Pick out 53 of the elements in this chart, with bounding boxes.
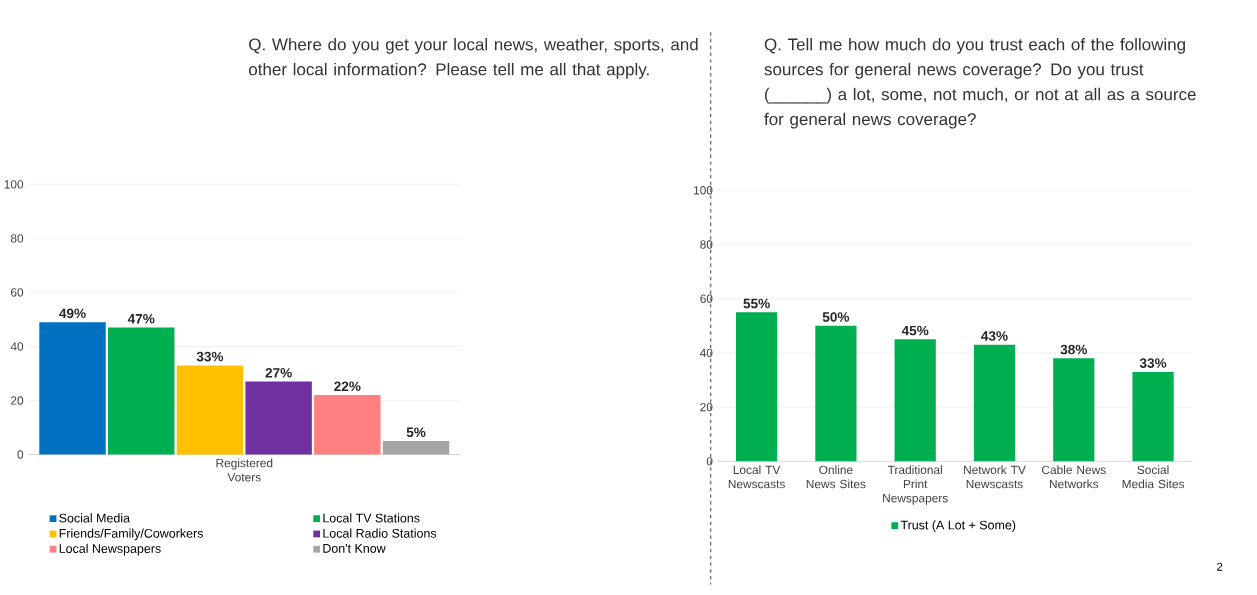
- y-tick-label: 40: [10, 342, 24, 351]
- x-tick-label: Social Media Sites: [1122, 465, 1185, 489]
- bar: [894, 339, 936, 462]
- data-label: 47%: [127, 314, 155, 324]
- x-tick-label: Registered Voters: [216, 458, 273, 482]
- x-tick-label: Online News Sites: [806, 465, 866, 489]
- y-tick-label: 80: [700, 240, 713, 249]
- y-tick-label: 100: [4, 180, 24, 189]
- data-label: 49%: [59, 308, 86, 319]
- legend-label: Local Newspapers: [59, 543, 161, 556]
- chart-title: Q. Where do you get your local news, weather, sports, and other local information? Please tell me all that apply.: [248, 38, 698, 79]
- bar: [815, 325, 857, 462]
- legend-label: Local Radio Stations: [323, 528, 437, 538]
- bar: [973, 344, 1016, 462]
- bar: [1053, 358, 1095, 462]
- text: 2: [1217, 562, 1223, 571]
- y-tick-label: 0: [17, 450, 24, 459]
- bar: [176, 365, 244, 455]
- bar: [39, 322, 106, 455]
- legend-label: Social Media: [59, 513, 131, 523]
- bar: [314, 395, 381, 455]
- bar: [382, 441, 450, 455]
- legend-label: Local TV Stations: [323, 513, 420, 523]
- y-tick-label: 40: [699, 348, 713, 358]
- chart-title: Q. Tell me how much do you trust each of the following sources for general news coverage? Do you trust (______) a lot, some, not much, or not at all as a source for general news coverage?: [764, 38, 1196, 129]
- y-tick-label: 100: [694, 186, 713, 195]
- data-label: 5%: [406, 427, 426, 438]
- data-label: 33%: [196, 351, 224, 362]
- bar: [735, 312, 778, 462]
- data-label: 33%: [1139, 358, 1167, 369]
- y-tick-label: 20: [700, 403, 713, 412]
- bar: [1132, 372, 1174, 462]
- y-tick-label: 60: [700, 294, 713, 304]
- legend-label: Don't Know: [323, 544, 386, 553]
- data-label: 38%: [1060, 344, 1088, 355]
- x-tick-label: Cable News Networks: [1041, 465, 1106, 489]
- y-tick-label: 80: [10, 234, 24, 243]
- data-label: 55%: [743, 298, 770, 309]
- data-label: 22%: [334, 381, 361, 392]
- legend-label: Friends/Family/Coworkers: [59, 528, 203, 541]
- x-tick-label: Network TV Newscasts: [964, 465, 1026, 489]
- y-tick-label: 0: [706, 457, 713, 466]
- data-label: 45%: [901, 325, 929, 336]
- data-label: 43%: [981, 331, 1008, 341]
- bar: [245, 381, 312, 455]
- data-label: 27%: [265, 368, 292, 378]
- y-tick-label: 60: [11, 288, 24, 297]
- y-tick-label: 20: [11, 396, 24, 405]
- legend-label: Trust (A Lot + Some): [900, 520, 1016, 533]
- x-tick-label: Traditional Print Newspapers: [883, 465, 948, 505]
- x-tick-label: Local TV Newscasts: [728, 465, 785, 489]
- data-label: 50%: [822, 312, 850, 322]
- bar: [108, 327, 175, 455]
